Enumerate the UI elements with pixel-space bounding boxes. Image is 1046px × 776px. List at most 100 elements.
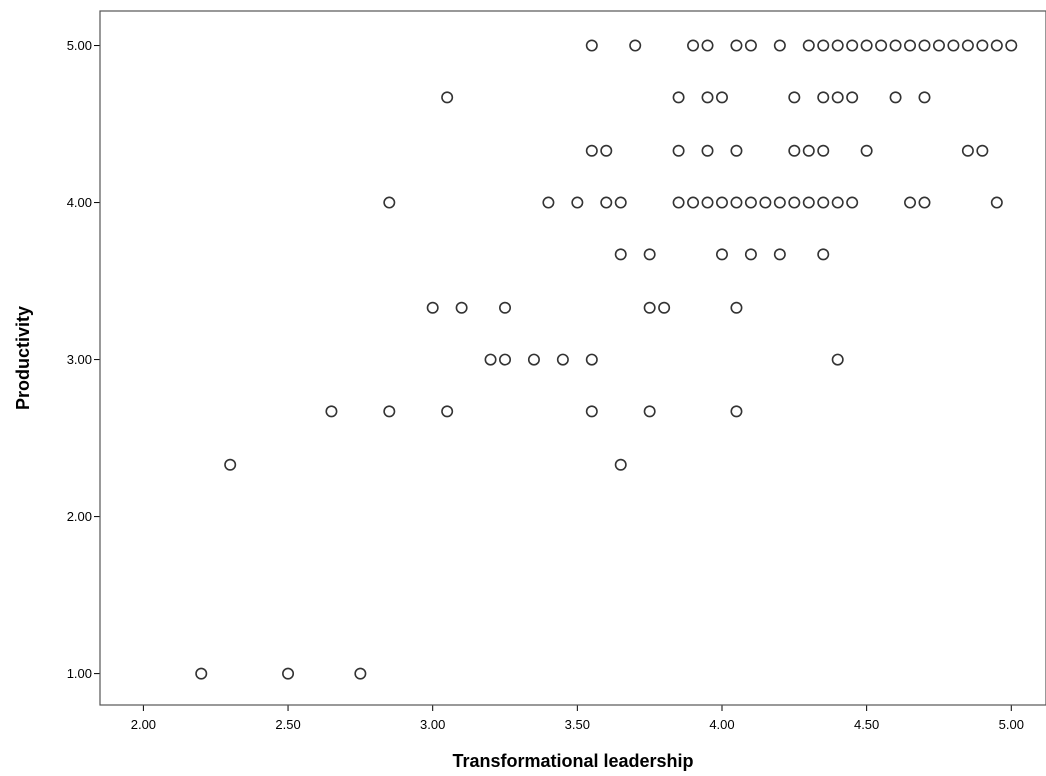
data-point <box>614 196 627 209</box>
data-point <box>730 405 743 418</box>
data-point <box>773 39 786 52</box>
data-point <box>643 248 656 261</box>
data-point <box>831 91 844 104</box>
data-point <box>282 667 295 680</box>
plot-frame <box>99 10 1046 706</box>
data-point <box>672 91 685 104</box>
data-point <box>643 301 656 314</box>
data-point <box>788 196 801 209</box>
data-point <box>759 196 772 209</box>
data-point <box>846 196 859 209</box>
y-tick-label: 3.00 <box>67 352 92 367</box>
data-point <box>441 91 454 104</box>
x-axis-title: Transformational leadership <box>452 751 693 771</box>
data-point <box>860 39 873 52</box>
data-point <box>585 405 598 418</box>
data-point <box>585 39 598 52</box>
data-point <box>817 144 830 157</box>
data-point <box>773 196 786 209</box>
data-point <box>383 196 396 209</box>
data-point <box>817 39 830 52</box>
y-tick-label: 5.00 <box>67 38 92 53</box>
data-point <box>715 91 728 104</box>
data-point <box>730 144 743 157</box>
data-point <box>961 39 974 52</box>
data-point <box>802 196 815 209</box>
data-point <box>773 248 786 261</box>
data-point <box>889 39 902 52</box>
data-point <box>860 144 873 157</box>
data-point <box>354 667 367 680</box>
data-point <box>904 39 917 52</box>
data-point <box>831 196 844 209</box>
data-point <box>932 39 945 52</box>
data-point <box>918 91 931 104</box>
data-point <box>802 144 815 157</box>
data-point <box>701 144 714 157</box>
data-point <box>889 91 902 104</box>
data-point <box>585 353 598 366</box>
data-point <box>701 196 714 209</box>
data-point <box>831 353 844 366</box>
data-point <box>730 301 743 314</box>
data-point <box>947 39 960 52</box>
data-point <box>976 144 989 157</box>
data-point <box>744 39 757 52</box>
data-point <box>715 248 728 261</box>
data-point <box>195 667 208 680</box>
data-point <box>600 196 613 209</box>
data-point <box>802 39 815 52</box>
data-point <box>817 248 830 261</box>
data-point <box>499 301 512 314</box>
data-point <box>744 196 757 209</box>
data-point <box>817 91 830 104</box>
ticks-layer: 2.00 2.50 3.00 3.50 4.00 4.50 5.00 1.00 2.00 3.00… <box>67 38 1024 732</box>
data-point <box>527 353 540 366</box>
data-point <box>658 301 671 314</box>
data-point <box>875 39 888 52</box>
x-tick-label: 4.50 <box>854 717 879 732</box>
data-point <box>325 405 338 418</box>
data-point <box>571 196 584 209</box>
x-tick-label: 3.50 <box>565 717 590 732</box>
x-tick-label: 5.00 <box>999 717 1024 732</box>
data-point <box>990 196 1003 209</box>
data-point <box>817 196 830 209</box>
data-point <box>846 39 859 52</box>
data-point <box>499 353 512 366</box>
data-point <box>484 353 497 366</box>
points-layer <box>195 39 1018 680</box>
data-point <box>976 39 989 52</box>
data-point <box>904 196 917 209</box>
data-point <box>224 458 237 471</box>
y-tick-label: 2.00 <box>67 509 92 524</box>
data-point <box>455 301 468 314</box>
data-point <box>730 196 743 209</box>
data-point <box>918 39 931 52</box>
data-point <box>831 39 844 52</box>
x-tick-label: 2.50 <box>275 717 300 732</box>
data-point <box>629 39 642 52</box>
data-point <box>788 144 801 157</box>
data-point <box>701 91 714 104</box>
data-point <box>441 405 454 418</box>
y-axis-title: Productivity <box>13 306 33 410</box>
data-point <box>715 196 728 209</box>
data-point <box>1005 39 1018 52</box>
data-point <box>614 458 627 471</box>
y-tick-label: 1.00 <box>67 666 92 681</box>
data-point <box>556 353 569 366</box>
data-point <box>614 248 627 261</box>
y-tick-label: 4.00 <box>67 195 92 210</box>
data-point <box>788 91 801 104</box>
data-point <box>744 248 757 261</box>
x-tick-label: 4.00 <box>709 717 734 732</box>
data-point <box>687 39 700 52</box>
data-point <box>643 405 656 418</box>
data-point <box>426 301 439 314</box>
data-point <box>672 144 685 157</box>
data-point <box>585 144 598 157</box>
data-point <box>542 196 555 209</box>
data-point <box>672 196 685 209</box>
